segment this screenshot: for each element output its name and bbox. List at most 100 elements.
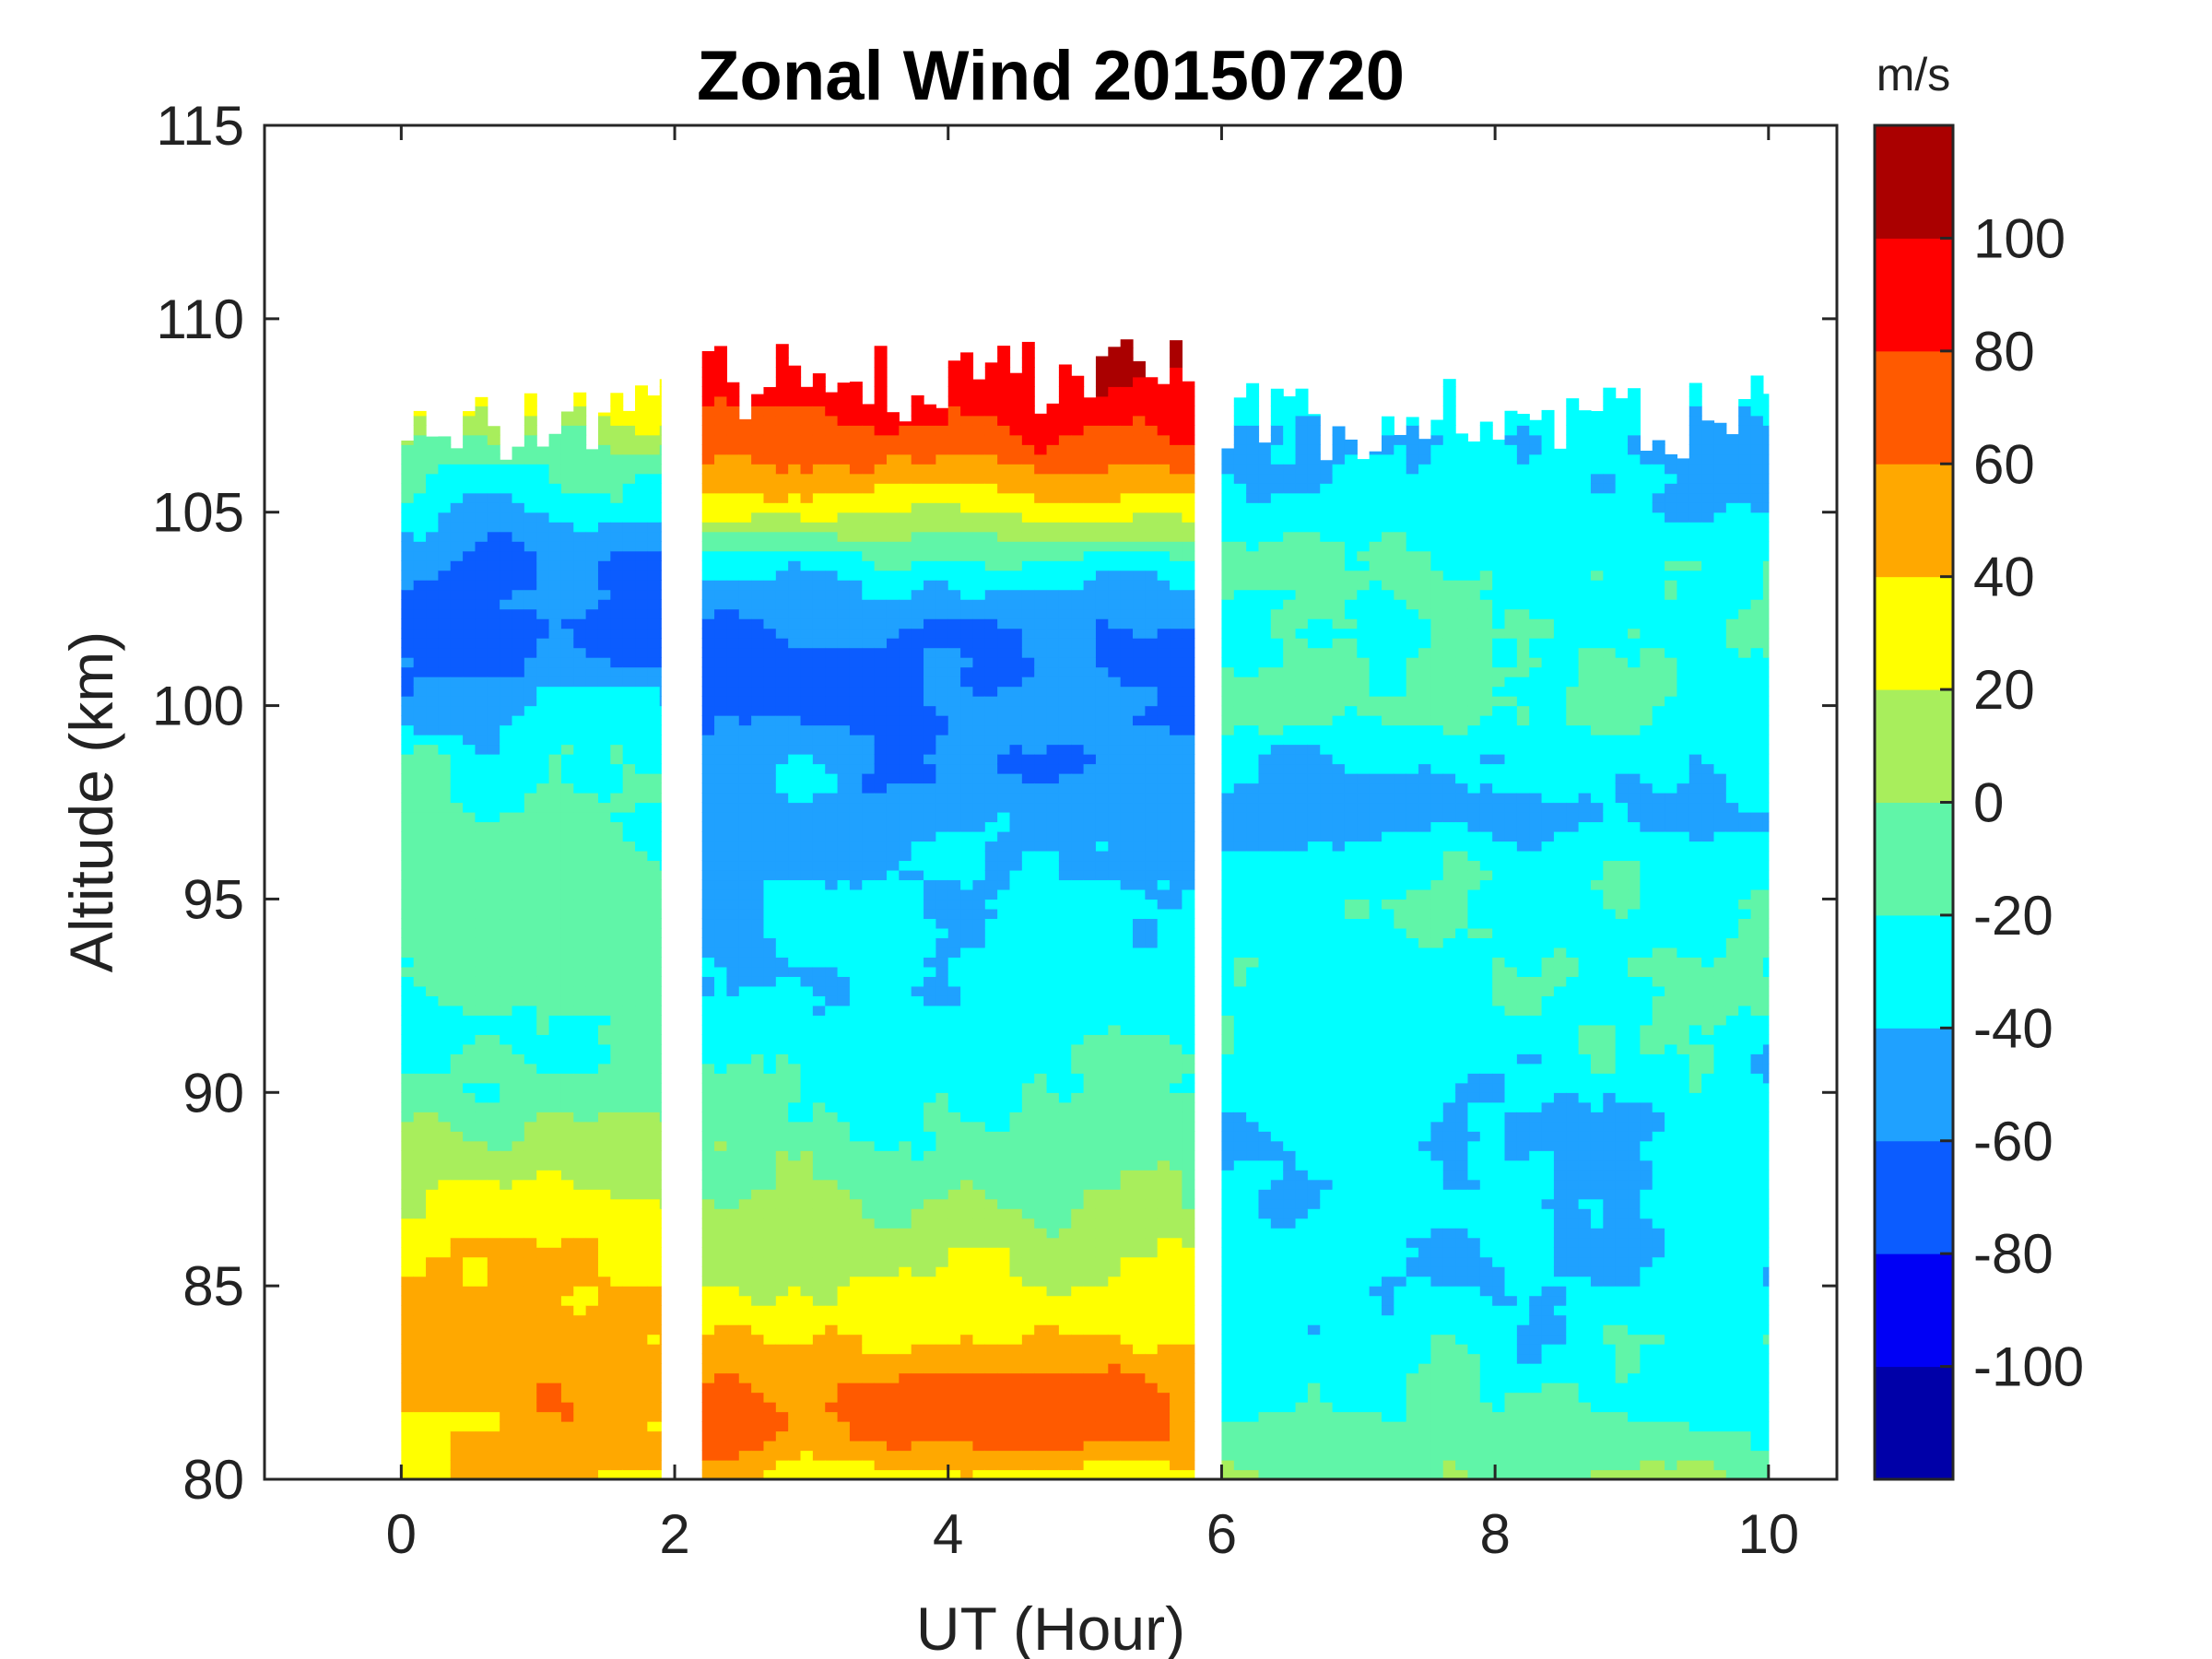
heatmap-cell [610,1305,624,1316]
heatmap-cell [585,1411,599,1422]
heatmap-cell [911,1411,924,1422]
heatmap-cell [899,899,912,910]
heatmap-cell [635,1334,648,1345]
heatmap-cell [763,395,777,406]
heatmap-cell [886,628,900,639]
heatmap-cell [426,1101,439,1112]
heatmap-cell [500,657,513,668]
heatmap-cell [701,677,715,688]
heatmap-cell [849,782,863,794]
heatmap-cell [548,434,562,445]
heatmap-cell [935,541,949,552]
heatmap-cell [585,927,599,938]
heatmap-cell [635,406,648,417]
heatmap-cell [849,1063,863,1074]
heatmap-cell [874,1460,888,1471]
heatmap-cell [512,1024,525,1035]
heatmap-cell [751,1005,765,1016]
heatmap-cell [463,1063,477,1074]
heatmap-cell [837,1189,851,1200]
heatmap-cell [463,1015,477,1026]
heatmap-cell [401,1189,415,1200]
heatmap-cell [585,1363,599,1374]
heatmap-cell [849,1179,863,1190]
heatmap-cell [763,473,777,484]
heatmap-cell [622,608,636,619]
heatmap-cell [701,473,715,484]
heatmap-cell [701,1082,715,1093]
heatmap-cell [475,879,488,890]
heatmap-cell [849,1150,863,1161]
heatmap-cell [960,686,974,697]
heatmap-cell [536,1121,550,1132]
heatmap-cell [450,1286,464,1297]
heatmap-cell [874,1353,888,1364]
heatmap-cell [874,453,888,465]
heatmap-cell [512,744,525,755]
heatmap-cell [573,522,587,533]
heatmap-cell [714,1469,728,1479]
heatmap-cell [972,1082,986,1093]
heatmap-cell [622,811,636,823]
heatmap-cell [647,735,661,746]
heatmap-cell [438,908,452,920]
heatmap-cell [825,434,839,445]
heatmap-cell [886,947,900,958]
heatmap-cell [788,512,802,523]
heatmap-cell [512,705,525,716]
heatmap-cell [837,1421,851,1432]
heatmap-cell [438,841,452,852]
heatmap-cell [659,763,662,774]
heatmap-cell [935,492,949,503]
heatmap-cell [536,628,550,639]
heatmap-cell [862,406,876,417]
heatmap-cell [899,421,912,426]
heatmap-cell [413,618,427,629]
heatmap-cell [597,425,611,436]
heatmap-cell [610,1005,624,1016]
heatmap-cell [585,512,599,523]
heatmap-cell [960,841,974,852]
heatmap-cell [401,444,415,455]
heatmap-cell [450,628,464,639]
heatmap-cell [701,782,715,794]
heatmap-cell [751,773,765,784]
heatmap-cell [548,1015,562,1026]
heatmap-cell [585,1198,599,1209]
heatmap-cell [438,735,452,746]
heatmap-cell [788,976,802,987]
heatmap-cell [413,1286,427,1297]
heatmap-cell [475,464,488,475]
heatmap-cell [585,744,599,755]
heatmap-cell [899,1344,912,1355]
heatmap-cell [487,1092,500,1103]
heatmap-cell [573,985,587,996]
heatmap-cell [701,541,715,552]
heatmap-cell [751,754,765,765]
heatmap-cell [450,1402,464,1413]
heatmap-cell [924,754,936,765]
heatmap-cell [475,1015,488,1026]
heatmap-cell [475,821,488,832]
heatmap-cell [573,1402,587,1413]
heatmap-cell [886,811,900,823]
heatmap-cell [536,531,550,542]
heatmap-cell [536,502,550,513]
heatmap-cell [935,1314,949,1325]
heatmap-cell [475,793,488,804]
heatmap-cell [548,985,562,996]
heatmap-cell [775,541,789,552]
heatmap-cell [585,1121,599,1132]
heatmap-cell [487,531,500,542]
heatmap-cell [622,434,636,445]
heatmap-cell [825,666,839,677]
heatmap-cell [726,1392,740,1403]
heatmap-cell [622,1305,636,1316]
heatmap-cell [487,550,500,561]
heatmap-cell [512,899,525,910]
heatmap-cell [726,382,740,387]
heatmap-cell [960,425,974,436]
heatmap-cell [536,811,550,823]
heatmap-cell [450,473,464,484]
heatmap-cell [597,1159,611,1171]
